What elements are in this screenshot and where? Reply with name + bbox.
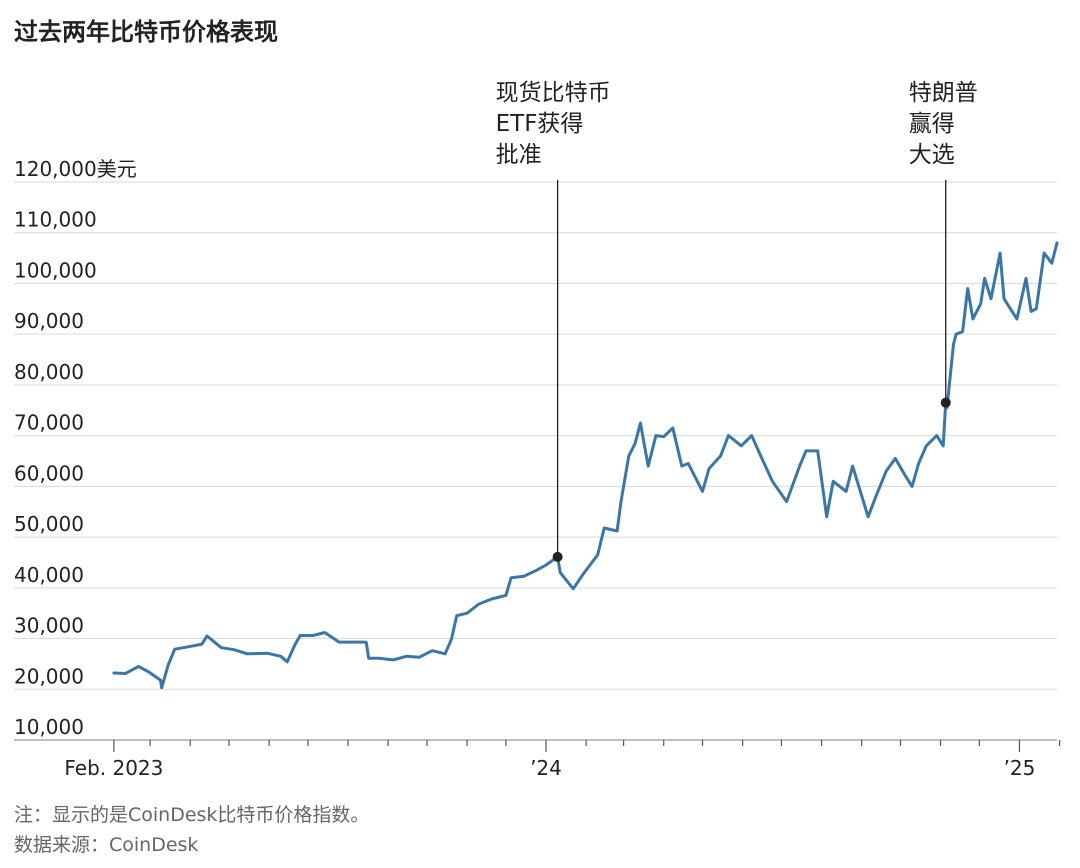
y-tick-label: 70,000 <box>14 411 84 435</box>
y-tick-label: 20,000 <box>14 664 84 688</box>
y-tick-label: 50,000 <box>14 512 84 536</box>
data-source: 数据来源：CoinDesk <box>14 834 199 856</box>
page-title: 过去两年比特币价格表现 <box>14 18 278 46</box>
y-tick-label: 100,000 <box>14 258 97 282</box>
annotation-label: 大选 <box>909 142 955 168</box>
series-layer <box>112 241 1059 690</box>
y-tick-label: 60,000 <box>14 461 84 485</box>
annotation-markers <box>552 397 951 562</box>
annotation-label: 批准 <box>496 142 542 168</box>
footnotes: 注：显示的是CoinDesk比特币价格指数。 数据来源：CoinDesk <box>14 800 369 860</box>
annotation-label: ETF获得 <box>496 111 584 137</box>
annotation-label: 现货比特币 <box>496 80 611 106</box>
annotation-marker <box>940 397 951 408</box>
annotation-marker <box>552 551 563 562</box>
x-tick-label: Feb. 2023 <box>64 756 163 780</box>
x-axis <box>14 739 1061 752</box>
price-series-line <box>112 241 1059 690</box>
grid-layer <box>14 181 1057 741</box>
y-tick-label: 80,000 <box>14 360 84 384</box>
annotation-label: 特朗普 <box>909 80 978 106</box>
chart-note: 注：显示的是CoinDesk比特币价格指数。 <box>14 804 370 826</box>
y-tick-label: 110,000 <box>14 208 97 232</box>
x-tick-label: ’25 <box>1004 756 1036 780</box>
y-tick-label: 120,000美元 <box>14 157 137 181</box>
y-tick-label: 10,000 <box>14 715 84 739</box>
x-tick-label: ’24 <box>530 756 562 780</box>
tick-labels: 10,000 20,000 30,000 40,000 50,000 60,000 70,0… <box>14 157 1035 780</box>
y-tick-label: 30,000 <box>14 614 84 638</box>
y-tick-label: 40,000 <box>14 563 84 587</box>
annotation-label: 赢得 <box>909 111 955 137</box>
y-tick-label: 90,000 <box>14 309 84 333</box>
